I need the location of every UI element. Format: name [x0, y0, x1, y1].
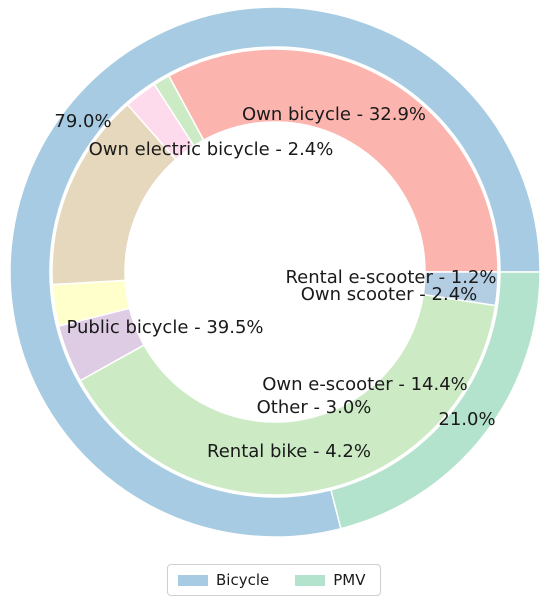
- outer-ring: [9, 6, 541, 538]
- inner-label-own-bicycle: Own bicycle - 32.9%: [242, 104, 426, 125]
- legend-label-bicycle: Bicycle: [216, 571, 270, 589]
- inner-slice-own-electric-bicycle: [422, 271, 499, 307]
- outer-label-bicycle: 79.0%: [54, 111, 111, 132]
- chart-legend: Bicycle PMV: [167, 564, 381, 596]
- outer-slice-pmv: [330, 271, 541, 530]
- inner-label-own-e-scooter: Own e-scooter - 14.4%: [262, 374, 468, 395]
- legend-swatch-bicycle: [178, 574, 208, 586]
- inner-label-own-scooter: Own scooter - 2.4%: [301, 284, 478, 305]
- inner-slice-public-bicycle: [79, 293, 497, 496]
- inner-label-own-electric-bicycle: Own electric bicycle - 2.4%: [89, 139, 334, 160]
- legend-label-pmv: PMV: [333, 571, 366, 589]
- inner-ring: [51, 48, 499, 496]
- inner-label-rental-bike: Rental bike - 4.2%: [207, 441, 371, 462]
- inner-label-public-bicycle: Public bicycle - 39.5%: [66, 317, 263, 338]
- outer-slice-bicycle: [9, 6, 541, 538]
- legend-item-bicycle: Bicycle: [178, 571, 269, 589]
- slice-labels: Own bicycle - 32.9% Rental e-scooter - 1.…: [54, 104, 496, 462]
- legend-swatch-pmv: [295, 574, 326, 586]
- outer-label-pmv: 21.0%: [438, 409, 495, 430]
- inner-slice-own-bicycle: [167, 48, 499, 273]
- legend-item-pmv: PMV: [295, 571, 365, 589]
- inner-label-rental-e-scooter: Rental e-scooter - 1.2%: [285, 267, 496, 288]
- inner-label-other: Other - 3.0%: [257, 397, 372, 418]
